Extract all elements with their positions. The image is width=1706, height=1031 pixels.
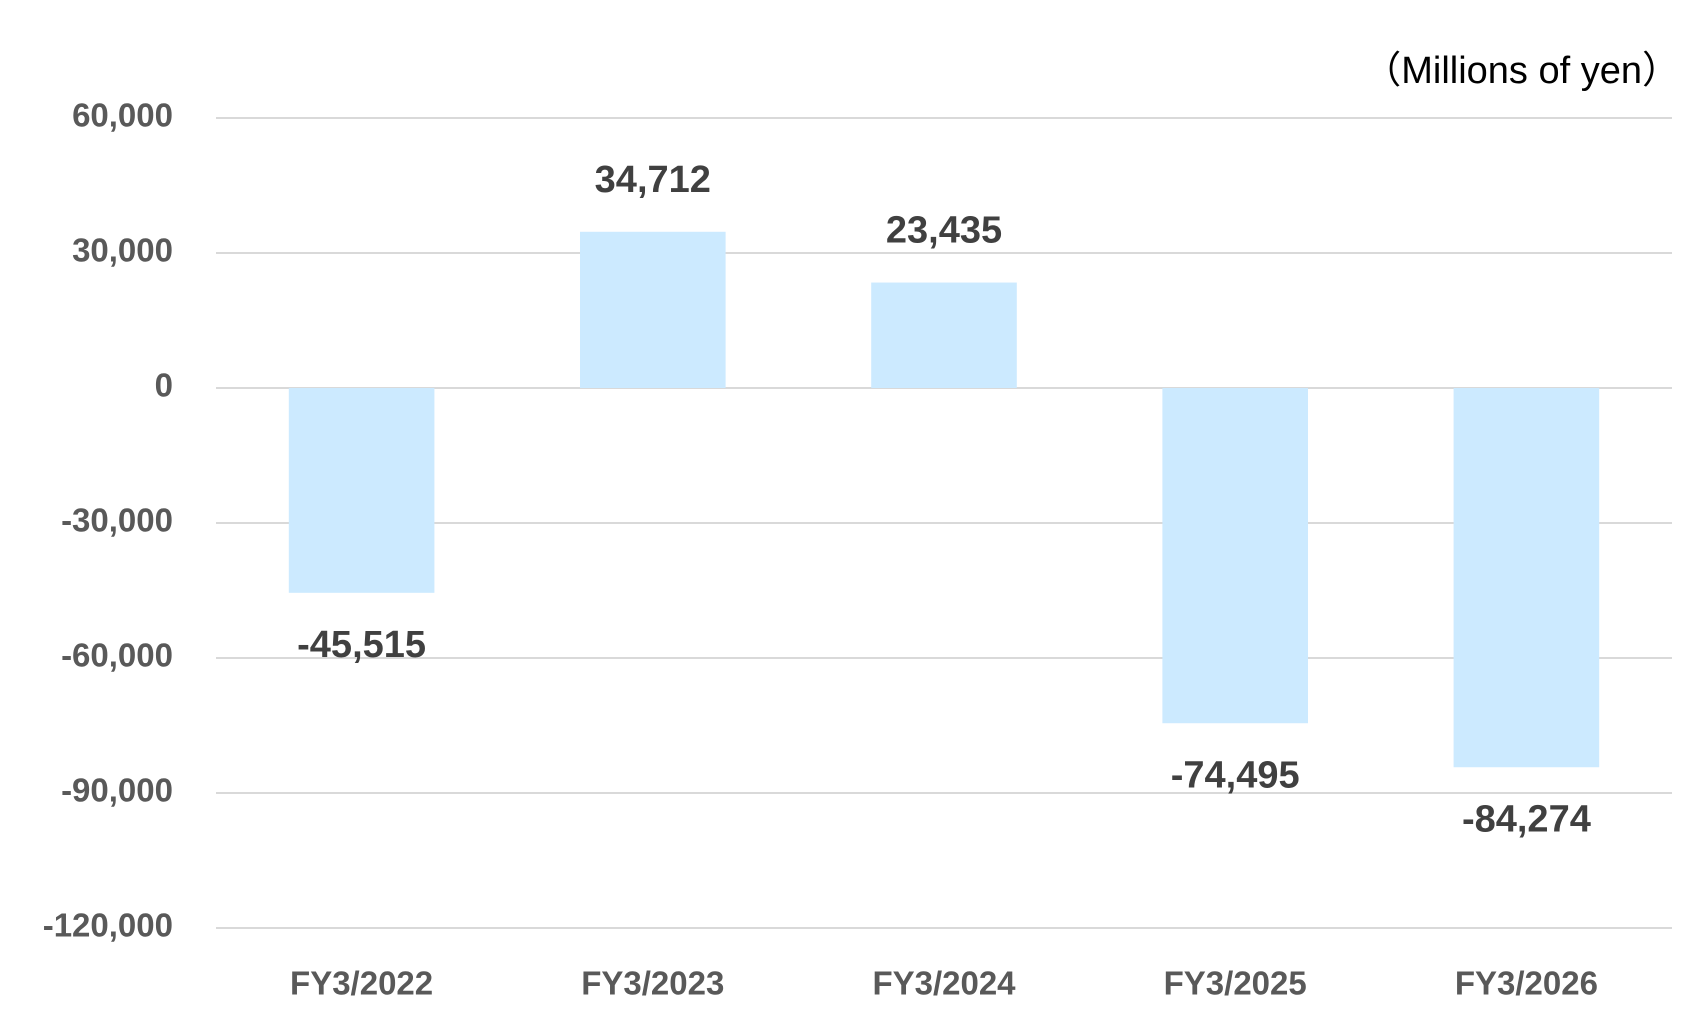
data-label: 23,435	[886, 210, 1002, 252]
y-tick-label: -120,000	[43, 907, 173, 944]
y-tick-label: -60,000	[61, 637, 173, 674]
data-label: -84,274	[1462, 798, 1591, 840]
x-tick-label: FY3/2024	[872, 965, 1016, 1002]
data-label: 34,712	[595, 159, 711, 201]
y-tick-label: 0	[155, 367, 173, 404]
x-tick-label: FY3/2026	[1455, 965, 1598, 1002]
data-label: -45,515	[297, 624, 426, 666]
bar	[580, 231, 726, 388]
bar	[1453, 388, 1600, 768]
bar	[1162, 388, 1308, 724]
y-tick-label: -30,000	[61, 502, 173, 539]
data-label: -74,495	[1171, 754, 1300, 796]
y-tick-label: 60,000	[72, 97, 173, 134]
x-tick-label: FY3/2022	[290, 965, 433, 1002]
y-tick-label: -90,000	[61, 772, 173, 809]
unit-label: （Millions of yen）	[1363, 50, 1680, 92]
bar	[288, 388, 435, 593]
x-tick-label: FY3/2025	[1164, 965, 1307, 1002]
x-tick-label: FY3/2023	[581, 965, 724, 1002]
bar	[871, 282, 1017, 388]
y-tick-label: 30,000	[72, 232, 173, 269]
